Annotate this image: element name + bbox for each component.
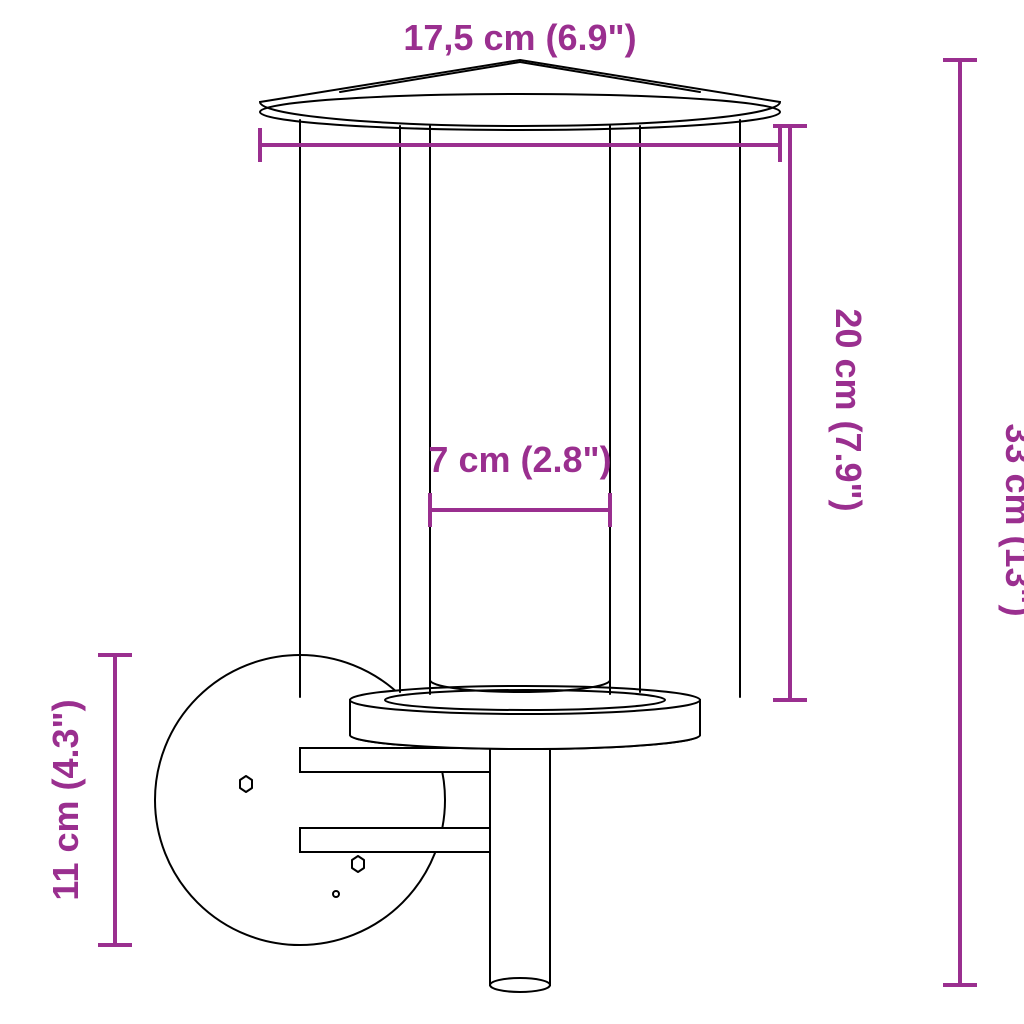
dim-total-height: 33 cm (13") [943, 60, 1024, 985]
collar [350, 686, 700, 749]
dim-cap-width-label: 17,5 cm (6.9") [403, 17, 636, 58]
dim-plate-height-label: 11 cm (4.3") [45, 699, 86, 900]
dim-cage-height-label: 20 cm (7.9") [828, 308, 869, 511]
stem [490, 735, 550, 992]
dim-cage-height: 20 cm (7.9") [773, 126, 869, 700]
cage-bars [300, 120, 740, 697]
dim-plate-height: 11 cm (4.3") [45, 655, 132, 945]
cap [260, 60, 780, 130]
dim-tube-width-label: 7 cm (2.8") [428, 439, 611, 480]
dim-total-height-label: 33 cm (13") [998, 423, 1024, 616]
glass-tube [430, 126, 610, 694]
dimension-diagram: 17,5 cm (6.9") 7 cm (2.8") 20 cm (7.9") … [0, 0, 1024, 1024]
dim-tube-width: 7 cm (2.8") [428, 439, 611, 527]
lamp-outline [155, 60, 780, 992]
